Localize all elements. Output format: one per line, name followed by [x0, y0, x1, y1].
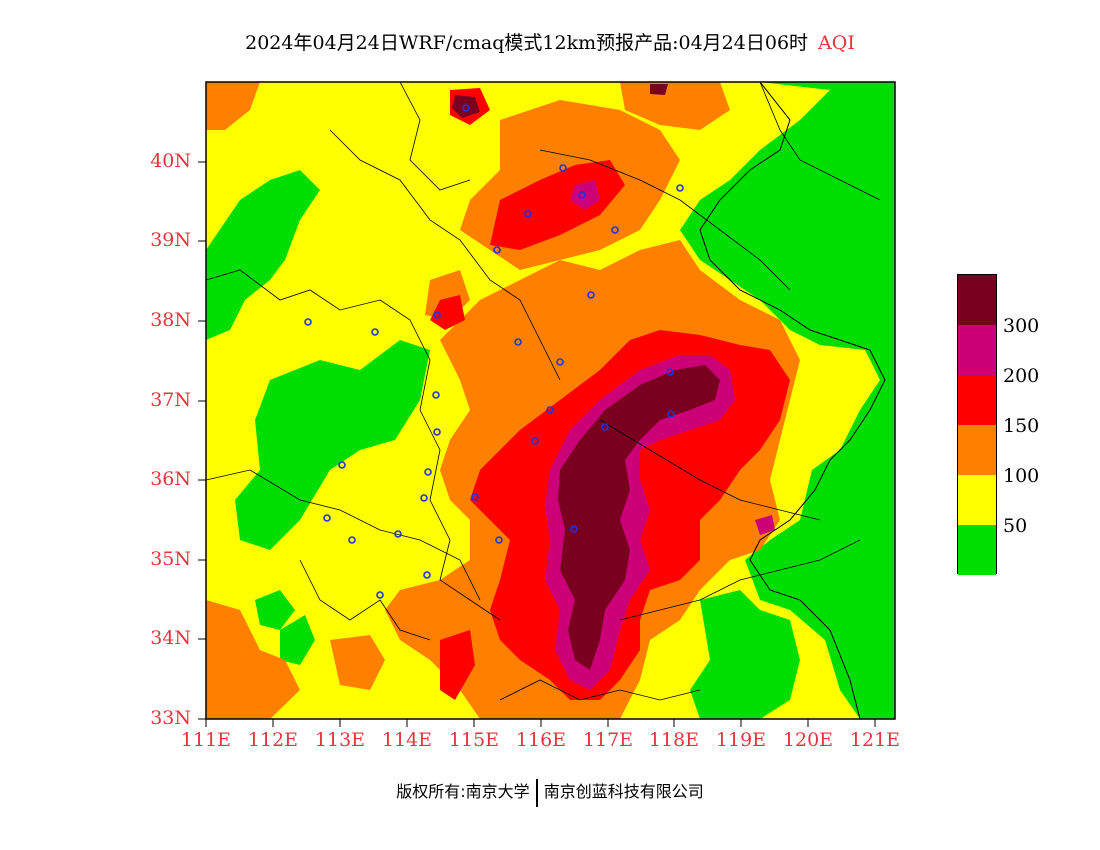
city-marker [601, 423, 609, 431]
city-marker [432, 391, 440, 399]
city-marker [556, 358, 564, 366]
city-marker [587, 291, 595, 299]
legend-swatch-hazardous [958, 275, 996, 325]
lat-label: 35N [150, 548, 191, 570]
lon-label: 118E [648, 729, 700, 751]
city-marker [471, 493, 479, 501]
city-marker [493, 246, 501, 254]
lon-label: 111E [180, 729, 232, 751]
lon-label: 112E [247, 729, 299, 751]
city-marker [495, 536, 503, 544]
lat-label: 37N [150, 389, 191, 411]
hazardous-zones [452, 84, 720, 670]
legend-swatch-unhealthy [958, 375, 996, 425]
lon-label: 114E [381, 729, 433, 751]
lat-label: 33N [150, 707, 191, 729]
city-marker [348, 536, 356, 544]
legend-swatch-very-unhealthy [958, 325, 996, 375]
city-marker [666, 368, 674, 376]
axis-ticks [198, 161, 876, 727]
city-marker [323, 514, 331, 522]
aqi-colorbar [957, 274, 997, 575]
legend-label: 150 [1003, 415, 1040, 437]
city-markers [304, 104, 684, 599]
city-marker [559, 164, 567, 172]
city-marker [433, 428, 441, 436]
legend-label: 300 [1003, 315, 1040, 337]
city-marker [433, 311, 441, 319]
legend-swatch-moderate [958, 475, 996, 525]
company-text: 南京创蓝科技有限公司 [543, 782, 704, 801]
title-variable: AQI [818, 32, 855, 54]
city-marker [338, 461, 346, 469]
footer: 版权所有:南京大学 南京创蓝科技有限公司 [0, 778, 1100, 807]
legend-swatch-usg [958, 425, 996, 475]
city-marker [420, 494, 428, 502]
city-marker [394, 530, 402, 538]
good-zones [206, 82, 895, 719]
city-marker [514, 338, 522, 346]
admin-boundaries [206, 82, 881, 701]
city-marker [667, 410, 675, 418]
title-main: 2024年04月24日WRF/cmaq模式12km预报产品:04月24日06时 [245, 32, 809, 54]
lon-label: 121E [849, 729, 901, 751]
city-marker [546, 406, 554, 414]
city-marker [524, 210, 532, 218]
lon-label: 116E [515, 729, 567, 751]
map-title: 2024年04月24日WRF/cmaq模式12km预报产品:04月24日06时 A… [0, 28, 1100, 55]
lon-label: 117E [582, 729, 634, 751]
lat-label: 34N [150, 627, 191, 649]
lon-label: 120E [782, 729, 834, 751]
legend-label: 50 [1003, 515, 1028, 537]
city-marker [611, 226, 619, 234]
lat-label: 39N [150, 229, 191, 251]
city-marker [371, 328, 379, 336]
city-marker [376, 591, 384, 599]
lon-label: 115E [448, 729, 500, 751]
legend-label: 200 [1003, 365, 1040, 387]
lat-label: 36N [150, 468, 191, 490]
legend-label: 100 [1003, 465, 1040, 487]
lat-label: 38N [150, 309, 191, 331]
city-marker [423, 571, 431, 579]
city-marker [578, 191, 586, 199]
city-marker [570, 525, 578, 533]
lon-label: 113E [314, 729, 366, 751]
legend-swatch-good [958, 525, 996, 575]
lon-label: 119E [715, 729, 767, 751]
lat-label: 40N [150, 150, 191, 172]
coastline [699, 82, 886, 719]
city-marker [424, 468, 432, 476]
city-marker [676, 184, 684, 192]
aqi-field [206, 82, 895, 719]
copyright-text: 版权所有:南京大学 [396, 782, 530, 801]
city-marker [531, 437, 539, 445]
footer-divider [535, 778, 538, 807]
city-marker [304, 318, 312, 326]
city-marker [462, 104, 470, 112]
